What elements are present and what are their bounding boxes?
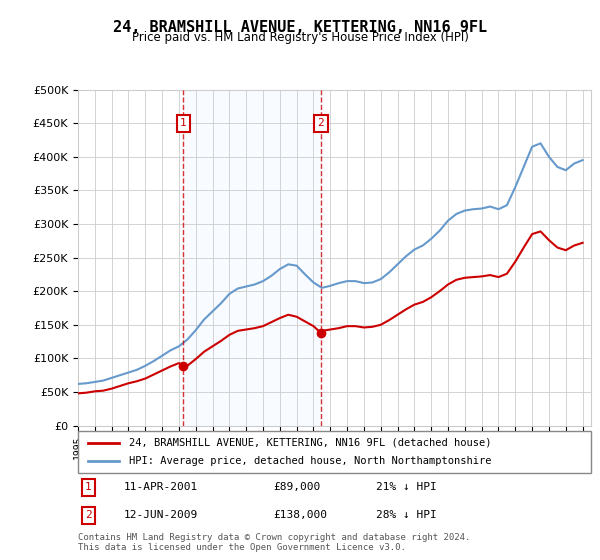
Bar	[184, 90, 321, 426]
Text: 24, BRAMSHILL AVENUE, KETTERING, NN16 9FL (detached house): 24, BRAMSHILL AVENUE, KETTERING, NN16 9F…	[130, 438, 492, 448]
Text: £138,000: £138,000	[273, 510, 327, 520]
Text: 24, BRAMSHILL AVENUE, KETTERING, NN16 9FL: 24, BRAMSHILL AVENUE, KETTERING, NN16 9F…	[113, 20, 487, 35]
Text: This data is licensed under the Open Government Licence v3.0.: This data is licensed under the Open Gov…	[78, 543, 406, 552]
Text: 2: 2	[317, 118, 324, 128]
Text: 12-JUN-2009: 12-JUN-2009	[124, 510, 199, 520]
Text: Contains HM Land Registry data © Crown copyright and database right 2024.: Contains HM Land Registry data © Crown c…	[78, 533, 470, 542]
Text: 11-APR-2001: 11-APR-2001	[124, 482, 199, 492]
Text: HPI: Average price, detached house, North Northamptonshire: HPI: Average price, detached house, Nort…	[130, 456, 492, 466]
Text: 28% ↓ HPI: 28% ↓ HPI	[376, 510, 436, 520]
Text: 21% ↓ HPI: 21% ↓ HPI	[376, 482, 436, 492]
Text: £89,000: £89,000	[273, 482, 320, 492]
Text: Price paid vs. HM Land Registry's House Price Index (HPI): Price paid vs. HM Land Registry's House …	[131, 31, 469, 44]
Text: 1: 1	[85, 482, 92, 492]
FancyBboxPatch shape	[78, 431, 591, 473]
Text: 1: 1	[180, 118, 187, 128]
Text: 2: 2	[85, 510, 92, 520]
